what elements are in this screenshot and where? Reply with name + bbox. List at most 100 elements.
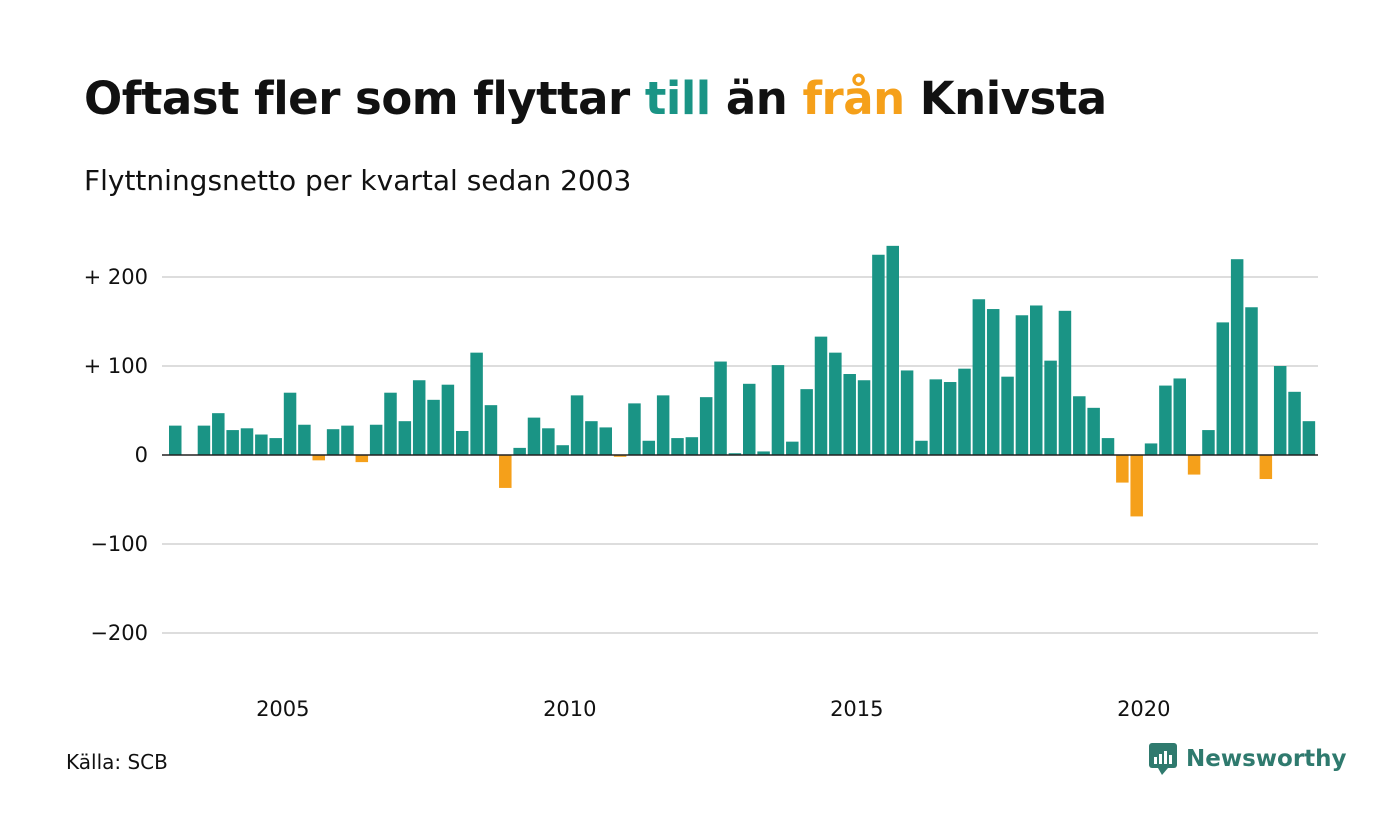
- bar: [398, 421, 412, 455]
- bar: [1302, 421, 1316, 455]
- bar: [255, 434, 268, 455]
- title-part-5: Knivsta: [904, 72, 1107, 125]
- y-tick-label: −200: [90, 621, 148, 645]
- bar: [384, 392, 397, 455]
- y-tick-label: + 200: [84, 265, 148, 289]
- bar: [829, 352, 842, 455]
- bar: [298, 424, 311, 455]
- bar: [1230, 259, 1244, 455]
- chart-title: Oftast fler som flyttar till än från Kni…: [84, 72, 1107, 125]
- bar: [269, 438, 282, 455]
- bar: [542, 428, 555, 455]
- bar: [527, 417, 541, 455]
- bar: [1101, 438, 1115, 455]
- bar: [1058, 310, 1072, 455]
- bar: [757, 451, 770, 455]
- bar: [714, 361, 727, 455]
- bar: [972, 299, 986, 455]
- source-note: Källa: SCB: [66, 750, 168, 774]
- title-keyword-till: till: [644, 72, 711, 125]
- grid-layer: [162, 276, 1318, 634]
- bar: [513, 447, 526, 455]
- bar: [872, 254, 885, 455]
- bar-layer: [169, 245, 1316, 517]
- bar: [427, 399, 440, 455]
- bar: [212, 413, 225, 455]
- bar: [1030, 305, 1043, 455]
- bar: [1187, 455, 1201, 475]
- bar: [169, 425, 182, 455]
- bar: [699, 397, 713, 455]
- bar: [326, 429, 340, 455]
- bar: [240, 428, 254, 455]
- bar: [728, 453, 742, 455]
- bar: [1288, 391, 1301, 455]
- bar: [1087, 407, 1100, 455]
- bar: [1130, 455, 1143, 517]
- brand-name: Newsworthy: [1186, 746, 1347, 772]
- title-part-1: Oftast fler som flyttar: [84, 72, 645, 125]
- bar: [1259, 455, 1273, 480]
- bar: [484, 405, 498, 455]
- bar: [943, 382, 957, 455]
- newsworthy-brand[interactable]: Newsworthy: [1148, 742, 1347, 776]
- bar: [197, 425, 211, 455]
- bar: [800, 389, 813, 455]
- bar: [283, 392, 297, 455]
- bar: [915, 440, 928, 455]
- bar: [585, 421, 598, 455]
- bar: [1073, 396, 1086, 455]
- bar: [743, 383, 756, 455]
- y-tick-label: + 100: [84, 354, 148, 378]
- bar: [456, 430, 469, 455]
- bar: [499, 455, 512, 488]
- bar: [1173, 378, 1186, 455]
- bar: [355, 455, 369, 463]
- bar: [857, 380, 871, 455]
- bar: [226, 430, 239, 455]
- title-keyword-fran: från: [802, 72, 905, 125]
- bar: [1116, 455, 1129, 483]
- bar: [900, 370, 914, 455]
- y-tick-label: 0: [135, 443, 148, 467]
- axis-layer: + 200 + 100 0 −100 −200 2005 2010 2015 2020: [84, 265, 1318, 721]
- y-tick-label: −100: [90, 532, 148, 556]
- bar: [613, 455, 627, 457]
- bar: [1273, 366, 1287, 455]
- bar: [1044, 360, 1057, 455]
- bar: [771, 365, 785, 455]
- bar: [1144, 443, 1158, 455]
- x-tick-label: 2020: [1117, 697, 1170, 721]
- bar: [886, 245, 899, 455]
- bar: [341, 425, 354, 455]
- bar: [656, 395, 670, 455]
- bar: [1001, 376, 1014, 455]
- bar: [929, 379, 943, 455]
- bar: [958, 368, 971, 455]
- newsworthy-logo-icon: [1149, 743, 1177, 775]
- bar: [986, 309, 1000, 455]
- bar: [685, 437, 699, 455]
- bar: [1202, 430, 1215, 455]
- bar: [312, 455, 325, 461]
- bar: [441, 384, 455, 455]
- bar: [642, 440, 656, 455]
- bar: [786, 441, 799, 455]
- chart-subtitle: Flyttningsnetto per kvartal sedan 2003: [84, 164, 632, 197]
- bar: [470, 352, 483, 455]
- bar: [1245, 307, 1258, 455]
- bar: [814, 336, 828, 455]
- bar: [599, 427, 612, 455]
- bar: [628, 403, 641, 455]
- bar: [570, 395, 584, 455]
- bar: [1159, 385, 1172, 455]
- x-tick-label: 2005: [256, 697, 309, 721]
- x-tick-label: 2015: [830, 697, 883, 721]
- x-tick-label: 2010: [543, 697, 596, 721]
- bar: [369, 424, 383, 455]
- bar: [1216, 322, 1230, 455]
- bar: [671, 438, 684, 455]
- bar: [556, 445, 569, 455]
- bar: [1015, 315, 1029, 455]
